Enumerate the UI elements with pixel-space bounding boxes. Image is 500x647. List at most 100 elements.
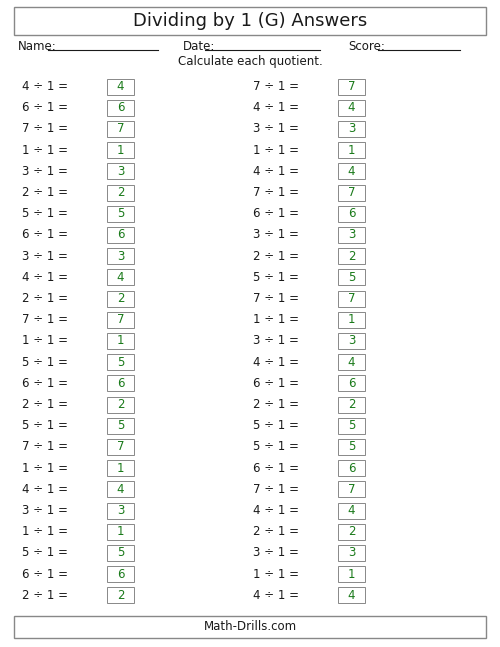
FancyBboxPatch shape (107, 355, 134, 370)
Text: 1: 1 (348, 567, 355, 581)
Text: 3 ÷ 1 =: 3 ÷ 1 = (253, 334, 299, 347)
Text: Math-Drills.com: Math-Drills.com (204, 620, 296, 633)
Text: 3 ÷ 1 =: 3 ÷ 1 = (22, 250, 68, 263)
FancyBboxPatch shape (338, 142, 365, 158)
Text: 6: 6 (117, 228, 124, 241)
Text: 3 ÷ 1 =: 3 ÷ 1 = (253, 122, 299, 135)
FancyBboxPatch shape (14, 7, 486, 35)
Text: 6: 6 (348, 377, 355, 390)
Text: 5: 5 (117, 207, 124, 220)
Text: 2: 2 (348, 398, 355, 411)
FancyBboxPatch shape (338, 375, 365, 391)
Text: 1 ÷ 1 =: 1 ÷ 1 = (253, 144, 299, 157)
Text: 7 ÷ 1 =: 7 ÷ 1 = (253, 80, 299, 93)
Text: 4: 4 (117, 271, 124, 284)
Text: 5 ÷ 1 =: 5 ÷ 1 = (22, 356, 68, 369)
Text: 3 ÷ 1 =: 3 ÷ 1 = (253, 228, 299, 241)
Text: 5: 5 (117, 547, 124, 560)
FancyBboxPatch shape (338, 587, 365, 604)
Text: 4: 4 (348, 356, 355, 369)
FancyBboxPatch shape (338, 248, 365, 264)
FancyBboxPatch shape (107, 79, 134, 94)
Text: 3: 3 (348, 228, 355, 241)
Text: 6: 6 (348, 462, 355, 475)
Text: 2: 2 (348, 525, 355, 538)
Text: 4 ÷ 1 =: 4 ÷ 1 = (253, 102, 299, 115)
Text: 7: 7 (117, 122, 124, 135)
FancyBboxPatch shape (338, 439, 365, 455)
Text: 3: 3 (117, 250, 124, 263)
Text: 2: 2 (117, 186, 124, 199)
Text: 2: 2 (117, 589, 124, 602)
Text: 1: 1 (117, 462, 124, 475)
Text: 1: 1 (117, 525, 124, 538)
FancyBboxPatch shape (107, 566, 134, 582)
FancyBboxPatch shape (338, 460, 365, 476)
Text: 1 ÷ 1 =: 1 ÷ 1 = (253, 567, 299, 581)
Text: 4: 4 (117, 483, 124, 496)
FancyBboxPatch shape (107, 206, 134, 222)
Text: 3: 3 (117, 165, 124, 178)
FancyBboxPatch shape (338, 333, 365, 349)
FancyBboxPatch shape (107, 291, 134, 307)
Text: 4 ÷ 1 =: 4 ÷ 1 = (22, 80, 68, 93)
Text: 4: 4 (348, 504, 355, 517)
Text: 1 ÷ 1 =: 1 ÷ 1 = (22, 144, 68, 157)
FancyBboxPatch shape (338, 481, 365, 498)
FancyBboxPatch shape (107, 248, 134, 264)
FancyBboxPatch shape (338, 121, 365, 137)
Text: 4 ÷ 1 =: 4 ÷ 1 = (253, 504, 299, 517)
Text: 5 ÷ 1 =: 5 ÷ 1 = (253, 271, 299, 284)
FancyBboxPatch shape (14, 616, 486, 638)
Text: 7: 7 (117, 313, 124, 326)
Text: Calculate each quotient.: Calculate each quotient. (178, 56, 322, 69)
Text: 7 ÷ 1 =: 7 ÷ 1 = (253, 483, 299, 496)
Text: 1: 1 (348, 313, 355, 326)
FancyBboxPatch shape (338, 355, 365, 370)
Text: 4: 4 (348, 589, 355, 602)
Text: 7: 7 (348, 186, 355, 199)
Text: 6 ÷ 1 =: 6 ÷ 1 = (22, 567, 68, 581)
Text: 6 ÷ 1 =: 6 ÷ 1 = (22, 102, 68, 115)
FancyBboxPatch shape (107, 269, 134, 285)
FancyBboxPatch shape (338, 418, 365, 433)
Text: 1: 1 (117, 144, 124, 157)
Text: Score:: Score: (348, 39, 385, 52)
Text: 2: 2 (117, 398, 124, 411)
FancyBboxPatch shape (338, 100, 365, 116)
FancyBboxPatch shape (338, 164, 365, 179)
Text: 7: 7 (348, 483, 355, 496)
Text: 5: 5 (117, 356, 124, 369)
Text: 3: 3 (348, 547, 355, 560)
Text: 6 ÷ 1 =: 6 ÷ 1 = (253, 207, 299, 220)
Text: 2: 2 (117, 292, 124, 305)
FancyBboxPatch shape (107, 524, 134, 540)
Text: 7 ÷ 1 =: 7 ÷ 1 = (22, 441, 68, 454)
Text: 5: 5 (348, 271, 355, 284)
FancyBboxPatch shape (338, 503, 365, 518)
Text: 2 ÷ 1 =: 2 ÷ 1 = (22, 292, 68, 305)
FancyBboxPatch shape (338, 312, 365, 328)
Text: 4 ÷ 1 =: 4 ÷ 1 = (22, 271, 68, 284)
FancyBboxPatch shape (338, 184, 365, 201)
Text: 3 ÷ 1 =: 3 ÷ 1 = (253, 547, 299, 560)
FancyBboxPatch shape (107, 587, 134, 604)
FancyBboxPatch shape (107, 100, 134, 116)
Text: 7: 7 (348, 80, 355, 93)
Text: 2: 2 (348, 250, 355, 263)
Text: 2 ÷ 1 =: 2 ÷ 1 = (22, 186, 68, 199)
Text: 6 ÷ 1 =: 6 ÷ 1 = (253, 377, 299, 390)
FancyBboxPatch shape (338, 291, 365, 307)
FancyBboxPatch shape (107, 184, 134, 201)
Text: 2 ÷ 1 =: 2 ÷ 1 = (253, 250, 299, 263)
Text: 2 ÷ 1 =: 2 ÷ 1 = (22, 398, 68, 411)
Text: 5: 5 (117, 419, 124, 432)
FancyBboxPatch shape (338, 566, 365, 582)
Text: 2 ÷ 1 =: 2 ÷ 1 = (22, 589, 68, 602)
Text: 5 ÷ 1 =: 5 ÷ 1 = (22, 419, 68, 432)
Text: 5: 5 (348, 441, 355, 454)
FancyBboxPatch shape (338, 227, 365, 243)
Text: Date:: Date: (183, 39, 216, 52)
Text: 4: 4 (117, 80, 124, 93)
FancyBboxPatch shape (338, 206, 365, 222)
